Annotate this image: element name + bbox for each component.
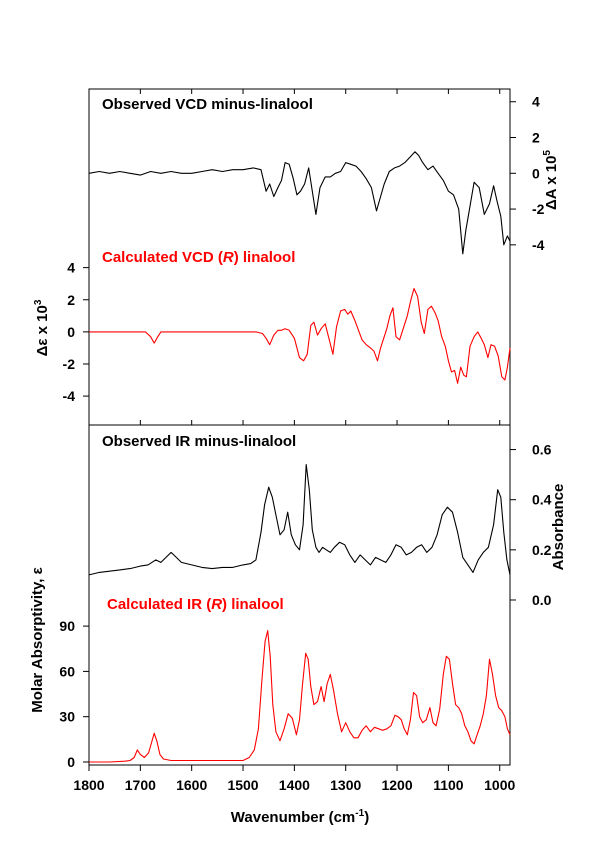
x-tick-label: 1700 [125, 777, 156, 793]
calculated-ir-series-line [89, 630, 511, 763]
observed-vcd-ytick-label: 4 [532, 94, 540, 110]
x-tick-label: 1500 [227, 777, 258, 793]
observed-vcd-title: Observed VCD minus-linalool [102, 96, 313, 113]
x-tick-label: 1200 [381, 777, 412, 793]
vcd-calculated-ylabel: Δε x 103 [33, 299, 51, 356]
calculated-vcd-ytick-label: -4 [63, 388, 76, 404]
x-tick-label: 1400 [279, 777, 310, 793]
calculated-vcd-title: Calculated VCD (R) linalool [102, 249, 295, 266]
observed-ir-ytick-label: 0.2 [532, 542, 552, 558]
observed-vcd-ytick-label: 0 [532, 165, 540, 181]
x-axis-label: Wavenumber (cm-1) [231, 808, 369, 826]
observed-vcd-series-line [88, 151, 511, 255]
calculated-ir-ytick-label: 90 [59, 618, 75, 634]
calculated-ir-title: Calculated IR (R) linalool [107, 596, 284, 613]
lines-layer [88, 151, 511, 763]
calculated-ir-ytick-label: 60 [59, 663, 75, 679]
observed-vcd-ytick-label: 2 [532, 130, 540, 146]
axes-layer: 4 2 0 -2 -4 4 2 0 -2 -4 0.6 0.4 0.2 0.0 90 60 30 0 1800 170… [59, 89, 552, 793]
observed-ir-title: Observed IR minus-linalool [102, 433, 296, 450]
calculated-ir-ytick-label: 30 [59, 709, 75, 725]
x-tick-label: 1100 [433, 777, 464, 793]
observed-vcd-ytick-label: -2 [532, 201, 545, 217]
x-tick-label: 1600 [176, 777, 207, 793]
calculated-vcd-ytick-label: 0 [67, 324, 75, 340]
x-tick-label: 1300 [330, 777, 361, 793]
observed-ir-ytick-label: 0.4 [532, 492, 552, 508]
calculated-vcd-series-line [89, 287, 511, 384]
ir-observed-ylabel: Absorbance [550, 484, 567, 571]
observed-ir-ytick-label: 0.6 [532, 442, 552, 458]
ir-frame [88, 424, 511, 766]
observed-ir-series-line [88, 464, 511, 576]
observed-vcd-ytick-label: -4 [532, 237, 545, 253]
x-tick-label: 1800 [73, 777, 104, 793]
observed-ir-ytick-label: 0.0 [532, 592, 552, 608]
x-tick-label: 1000 [484, 777, 515, 793]
calculated-ir-ytick-label: 0 [67, 754, 75, 770]
calculated-vcd-ytick-label: 4 [67, 260, 75, 276]
calculated-vcd-ytick-label: -2 [63, 356, 76, 372]
ir-calculated-ylabel: Molar Absorptivity, ε [29, 567, 46, 712]
calculated-vcd-ytick-label: 2 [67, 292, 75, 308]
vcd-observed-ylabel: ΔA x 105 [542, 150, 560, 210]
